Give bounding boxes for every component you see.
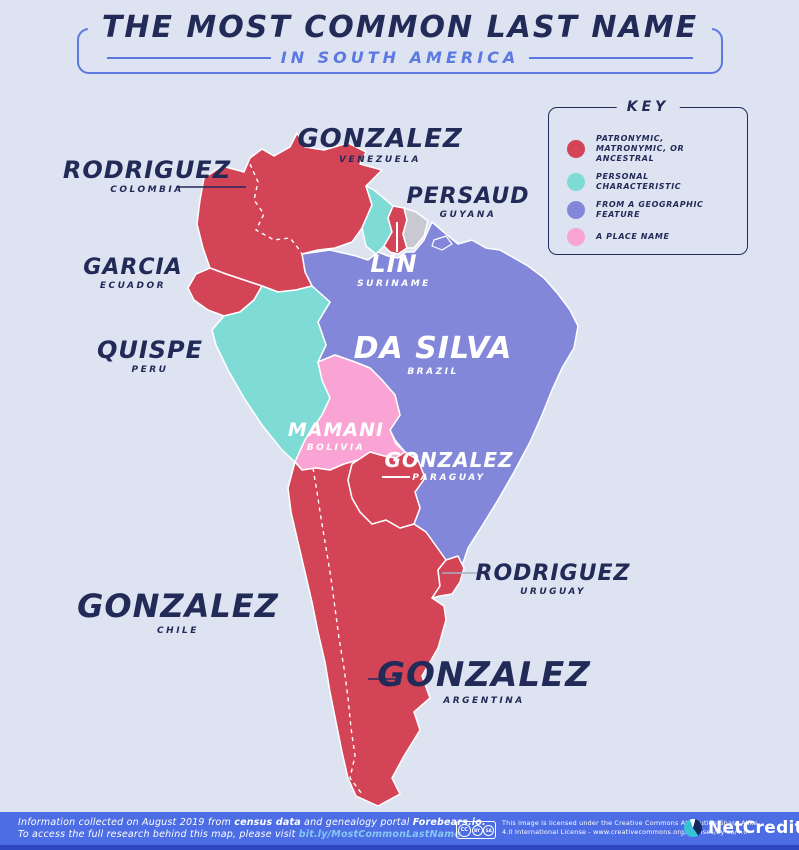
label-brazil: DA SILVA BRAZIL: [353, 331, 513, 377]
key-item-geographic-feature: FROM A GEOGRAPHIC FEATURE: [567, 200, 747, 220]
netcredit-logo-icon: [684, 819, 702, 837]
footer-info-line1: Information collected on August 2019 fro…: [18, 817, 486, 828]
country-uruguay: [431, 555, 465, 599]
subtitle-rule-right: [529, 56, 694, 59]
label-chile: GONZALEZ CHILE: [77, 587, 279, 636]
key-box: KEY PATRONYMIC, MATRONYMIC, OR ANCESTRAL…: [548, 99, 748, 255]
cc-license-badge: CC BY SA: [456, 821, 496, 839]
label-argentina: GONZALEZ ARGENTINA: [377, 655, 591, 706]
label-bolivia: MAMANI BOLIVIA: [287, 419, 385, 453]
key-swatch-red: [567, 140, 585, 158]
research-link[interactable]: bit.ly/MostCommonLastName: [298, 829, 462, 840]
page-title: THE MOST COMMON LAST NAME: [87, 10, 713, 45]
label-venezuela: GONZALEZ VENEZUELA: [297, 124, 463, 166]
key-item-place-name: A PLACE NAME: [567, 228, 747, 246]
cc-icon: CC: [457, 823, 471, 837]
cc-by-icon: BY: [471, 824, 483, 836]
key-item-personal-characteristic: PERSONAL CHARACTERISTIC: [567, 172, 747, 192]
netcredit-logo: NetCredit®: [684, 818, 799, 838]
country-brazil-marajo: [431, 235, 453, 251]
key-item-patronymic: PATRONYMIC, MATRONYMIC, OR ANCESTRAL: [567, 134, 747, 164]
footer-accent-strip: [0, 845, 799, 850]
page-subtitle-row: IN SOUTH AMERICA: [107, 48, 694, 67]
key-swatch-purple: [567, 201, 585, 219]
border-colombia-venezuela: [249, 163, 303, 255]
country-paraguay: [347, 451, 426, 529]
page-subtitle: IN SOUTH AMERICA: [280, 48, 520, 67]
key-swatch-teal: [567, 173, 585, 191]
footer-info: Information collected on August 2019 fro…: [18, 817, 486, 841]
footer-info-line2: To access the full research behind this …: [18, 829, 462, 840]
subtitle-rule-left: [107, 56, 271, 59]
country-french-guiana: [402, 207, 429, 249]
label-suriname: LIN SURINAME: [357, 250, 431, 290]
label-paraguay: GONZALEZ PARAGUAY: [384, 448, 514, 484]
cc-sa-icon: SA: [483, 824, 495, 836]
title-box: THE MOST COMMON LAST NAME IN SOUTH AMERI…: [77, 10, 723, 74]
license-text: This image is licensed under the Creativ…: [502, 819, 758, 836]
label-peru: QUISPE PERU: [96, 336, 204, 376]
key-swatch-pink: [567, 228, 585, 246]
footer-bar: Information collected on August 2019 fro…: [0, 812, 799, 845]
label-guyana: PERSAUD GUYANA: [406, 184, 530, 221]
label-colombia: RODRIGUEZ COLOMBIA: [62, 156, 232, 196]
key-title: KEY: [616, 99, 680, 115]
label-ecuador: GARCIA ECUADOR: [83, 255, 183, 292]
key-list: PATRONYMIC, MATRONYMIC, OR ANCESTRAL PER…: [549, 108, 747, 246]
label-uruguay: RODRIGUEZ URUGUAY: [475, 561, 631, 598]
border-chile-argentina: [312, 467, 363, 795]
